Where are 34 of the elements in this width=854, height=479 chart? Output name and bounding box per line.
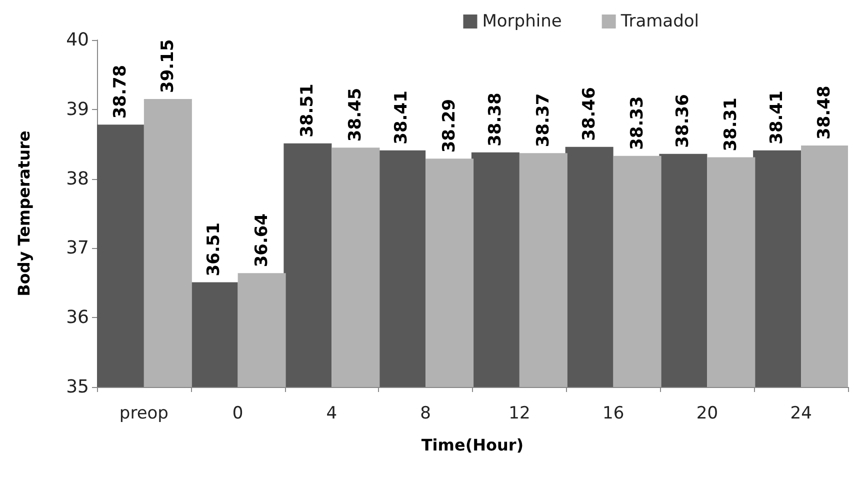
x-tick-label: 24 — [790, 404, 812, 424]
y-tick-label: 39 — [66, 98, 89, 120]
x-tick-label: preop — [119, 404, 168, 424]
y-tick-label: 35 — [66, 376, 89, 398]
x-tick-label: 12 — [508, 404, 530, 424]
data-label: 38.45 — [346, 88, 366, 142]
data-label: 38.41 — [767, 90, 788, 144]
y-axis-title: Body Temperature — [14, 130, 34, 296]
legend-label: Tramadol — [620, 12, 699, 32]
data-label: 38.78 — [110, 64, 130, 119]
x-tick-label: 0 — [232, 404, 244, 424]
data-label: 39.15 — [158, 39, 178, 93]
data-label: 38.48 — [814, 86, 835, 140]
data-label: 36.64 — [252, 213, 272, 268]
x-axis-title: Time(Hour) — [421, 436, 524, 454]
x-tick-label: 16 — [602, 404, 624, 424]
data-label: 38.38 — [485, 92, 506, 146]
data-label: 38.29 — [440, 98, 460, 153]
data-label: 38.31 — [721, 98, 742, 152]
legend-label: Morphine — [482, 12, 562, 32]
y-tick-label: 40 — [66, 30, 89, 50]
x-tick-label: 8 — [420, 404, 431, 424]
x-tick-label: 4 — [326, 404, 338, 424]
y-tick-label: 38 — [66, 168, 89, 190]
data-label: 38.33 — [627, 96, 648, 150]
data-label: 36.51 — [204, 222, 224, 276]
data-label: 38.46 — [579, 87, 600, 141]
data-label: 38.41 — [392, 90, 412, 144]
y-tick-label: 36 — [66, 307, 89, 328]
data-label: 38.36 — [673, 94, 694, 148]
data-label: 38.37 — [533, 93, 554, 148]
x-tick-label: 20 — [696, 404, 718, 424]
data-label: 38.51 — [298, 84, 318, 138]
y-tick-label: 37 — [66, 238, 89, 259]
